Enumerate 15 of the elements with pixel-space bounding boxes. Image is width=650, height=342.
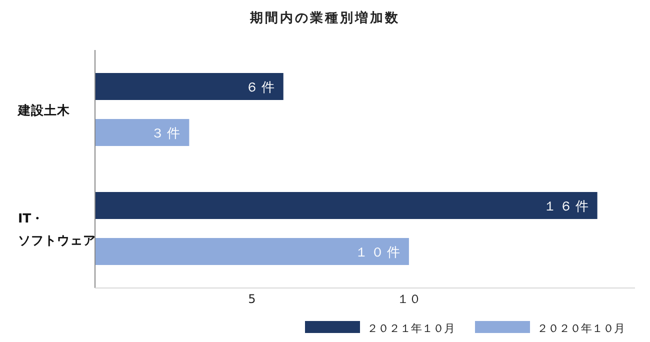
legend-label: ２０２０年１０月 <box>537 322 625 335</box>
bar <box>95 238 409 265</box>
data-label: ３件 <box>151 126 184 142</box>
data-label: １０件 <box>354 246 403 260</box>
y-tick-label: IT・ソフトウェア <box>18 210 96 248</box>
data-label: ６件 <box>245 80 278 96</box>
data-label: １６件 <box>543 200 592 214</box>
x-tick-label: １０ <box>396 292 421 306</box>
chart-title: 期間内の業種別増加数 <box>249 10 400 26</box>
bar <box>95 119 190 146</box>
bar <box>95 192 598 219</box>
y-tick-label: 建設土木 <box>17 102 71 118</box>
legend-label: ２０２１年１０月 <box>367 322 455 335</box>
bar <box>95 73 284 100</box>
x-tick-label: 5 <box>248 292 256 306</box>
